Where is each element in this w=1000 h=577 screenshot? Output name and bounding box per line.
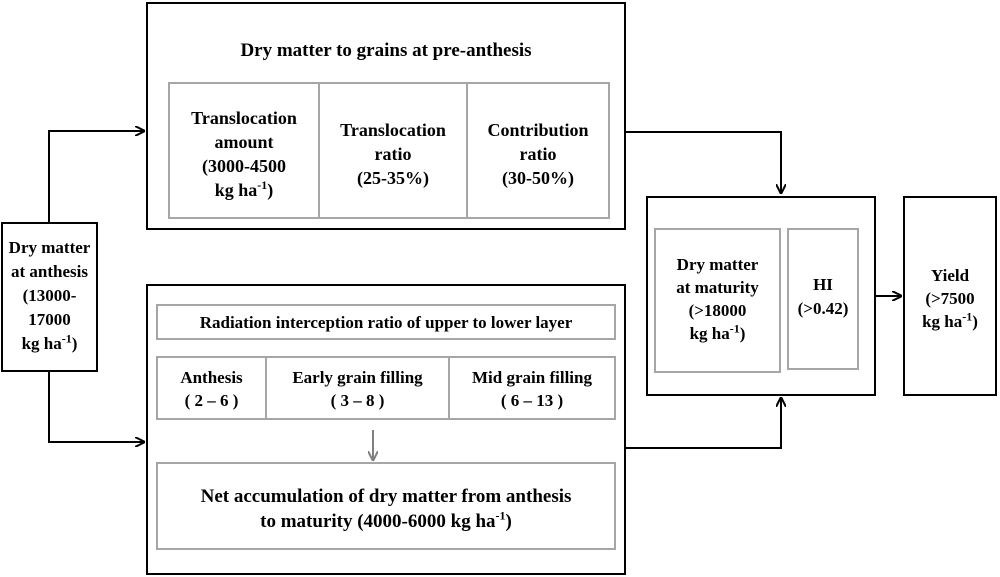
anthesis-unit: kg ha-1)	[21, 331, 78, 353]
yield-box: Yield (>7500 kg ha-1)	[903, 196, 997, 396]
yield-label: Yield	[930, 266, 970, 285]
maturity-panel: Dry matter at maturity (>18000 kg ha-1) …	[646, 196, 876, 396]
anthesis-range: 17000	[28, 310, 71, 329]
translocation-ratio-line: ratio	[374, 144, 412, 164]
stage-mid-grain-range: ( 6 – 13 )	[500, 391, 564, 410]
stage-early-grain-name: Early grain filling	[292, 368, 423, 387]
radiation-title-box: Radiation interception ratio of upper to…	[156, 304, 616, 340]
stage-mid-grain-box: Mid grain filling ( 6 – 13 )	[448, 356, 616, 420]
translocation-ratio-box: Translocation ratio (25-35%)	[318, 82, 468, 219]
stage-anthesis-box: Anthesis ( 2 – 6 )	[156, 356, 267, 420]
anthesis-dry-matter-box: Dry matter at anthesis (13000- 17000 kg …	[1, 222, 98, 372]
net-accumulation-line: to maturity (4000-6000 kg ha-1)	[260, 508, 512, 532]
translocation-ratio-range: (25-35%)	[357, 168, 429, 188]
dry-matter-maturity-box: Dry matter at maturity (>18000 kg ha-1)	[654, 228, 781, 373]
maturity-range: (>18000	[688, 301, 747, 320]
stage-mid-grain-name: Mid grain filling	[472, 368, 592, 387]
yield-unit: kg ha-1)	[922, 309, 978, 331]
net-accumulation-box: Net accumulation of dry matter from anth…	[156, 462, 616, 550]
contribution-ratio-line: Contribution	[487, 120, 589, 140]
radiation-title: Radiation interception ratio of upper to…	[199, 313, 573, 332]
translocation-ratio-line: Translocation	[340, 120, 446, 140]
maturity-line: at maturity	[676, 278, 759, 297]
contribution-ratio-range: (30-50%)	[502, 168, 574, 188]
anthesis-dry-matter-text: Dry matter at anthesis (13000- 17000 kg …	[3, 236, 96, 356]
stage-anthesis-text: Anthesis ( 2 – 6 )	[158, 366, 265, 412]
anthesis-line: Dry matter	[8, 238, 91, 257]
translocation-amount-line: amount	[214, 132, 274, 152]
hi-text: HI (>0.42)	[789, 273, 857, 321]
translocation-amount-text: Translocation amount (3000-4500 kg ha-1)	[170, 106, 318, 202]
stage-early-grain-text: Early grain filling ( 3 – 8 )	[267, 366, 448, 412]
anthesis-line: at anthesis	[11, 262, 88, 281]
translocation-amount-range: (3000-4500	[202, 156, 286, 176]
translocation-amount-line: Translocation	[191, 108, 297, 128]
stage-early-grain-range: ( 3 – 8 )	[330, 391, 385, 410]
stage-early-grain-box: Early grain filling ( 3 – 8 )	[265, 356, 450, 420]
hi-box: HI (>0.42)	[787, 228, 859, 370]
post-anthesis-panel: Radiation interception ratio of upper to…	[146, 284, 626, 575]
arrow-post-to-maturity	[626, 398, 781, 449]
yield-text: Yield (>7500 kg ha-1)	[905, 264, 995, 333]
arrow-anthesis-to-pre	[48, 131, 144, 222]
contribution-ratio-box: Contribution ratio (30-50%)	[466, 82, 610, 219]
net-accumulation-line: Net accumulation of dry matter from anth…	[200, 486, 572, 507]
arrow-pre-to-maturity	[626, 131, 781, 193]
maturity-unit: kg ha-1)	[689, 321, 746, 343]
pre-anthesis-panel: Dry matter to grains at pre-anthesis Tra…	[146, 2, 626, 230]
translocation-ratio-text: Translocation ratio (25-35%)	[320, 118, 466, 190]
anthesis-range: (13000-	[22, 286, 77, 305]
stage-mid-grain-text: Mid grain filling ( 6 – 13 )	[450, 366, 614, 412]
translocation-amount-box: Translocation amount (3000-4500 kg ha-1)	[168, 82, 320, 219]
hi-label: HI	[813, 275, 833, 294]
maturity-line: Dry matter	[676, 255, 759, 274]
yield-range: (>7500	[925, 289, 975, 308]
contribution-ratio-line: ratio	[519, 144, 557, 164]
contribution-ratio-text: Contribution ratio (30-50%)	[468, 118, 608, 190]
net-accumulation-text: Net accumulation of dry matter from anth…	[158, 484, 614, 534]
dry-matter-maturity-text: Dry matter at maturity (>18000 kg ha-1)	[656, 253, 779, 345]
translocation-amount-unit: kg ha-1)	[214, 178, 274, 200]
stage-anthesis-name: Anthesis	[180, 368, 243, 387]
arrow-anthesis-to-post	[48, 372, 144, 442]
pre-anthesis-title: Dry matter to grains at pre-anthesis	[240, 40, 532, 61]
stage-anthesis-range: ( 2 – 6 )	[184, 391, 239, 410]
hi-value: (>0.42)	[797, 299, 849, 318]
